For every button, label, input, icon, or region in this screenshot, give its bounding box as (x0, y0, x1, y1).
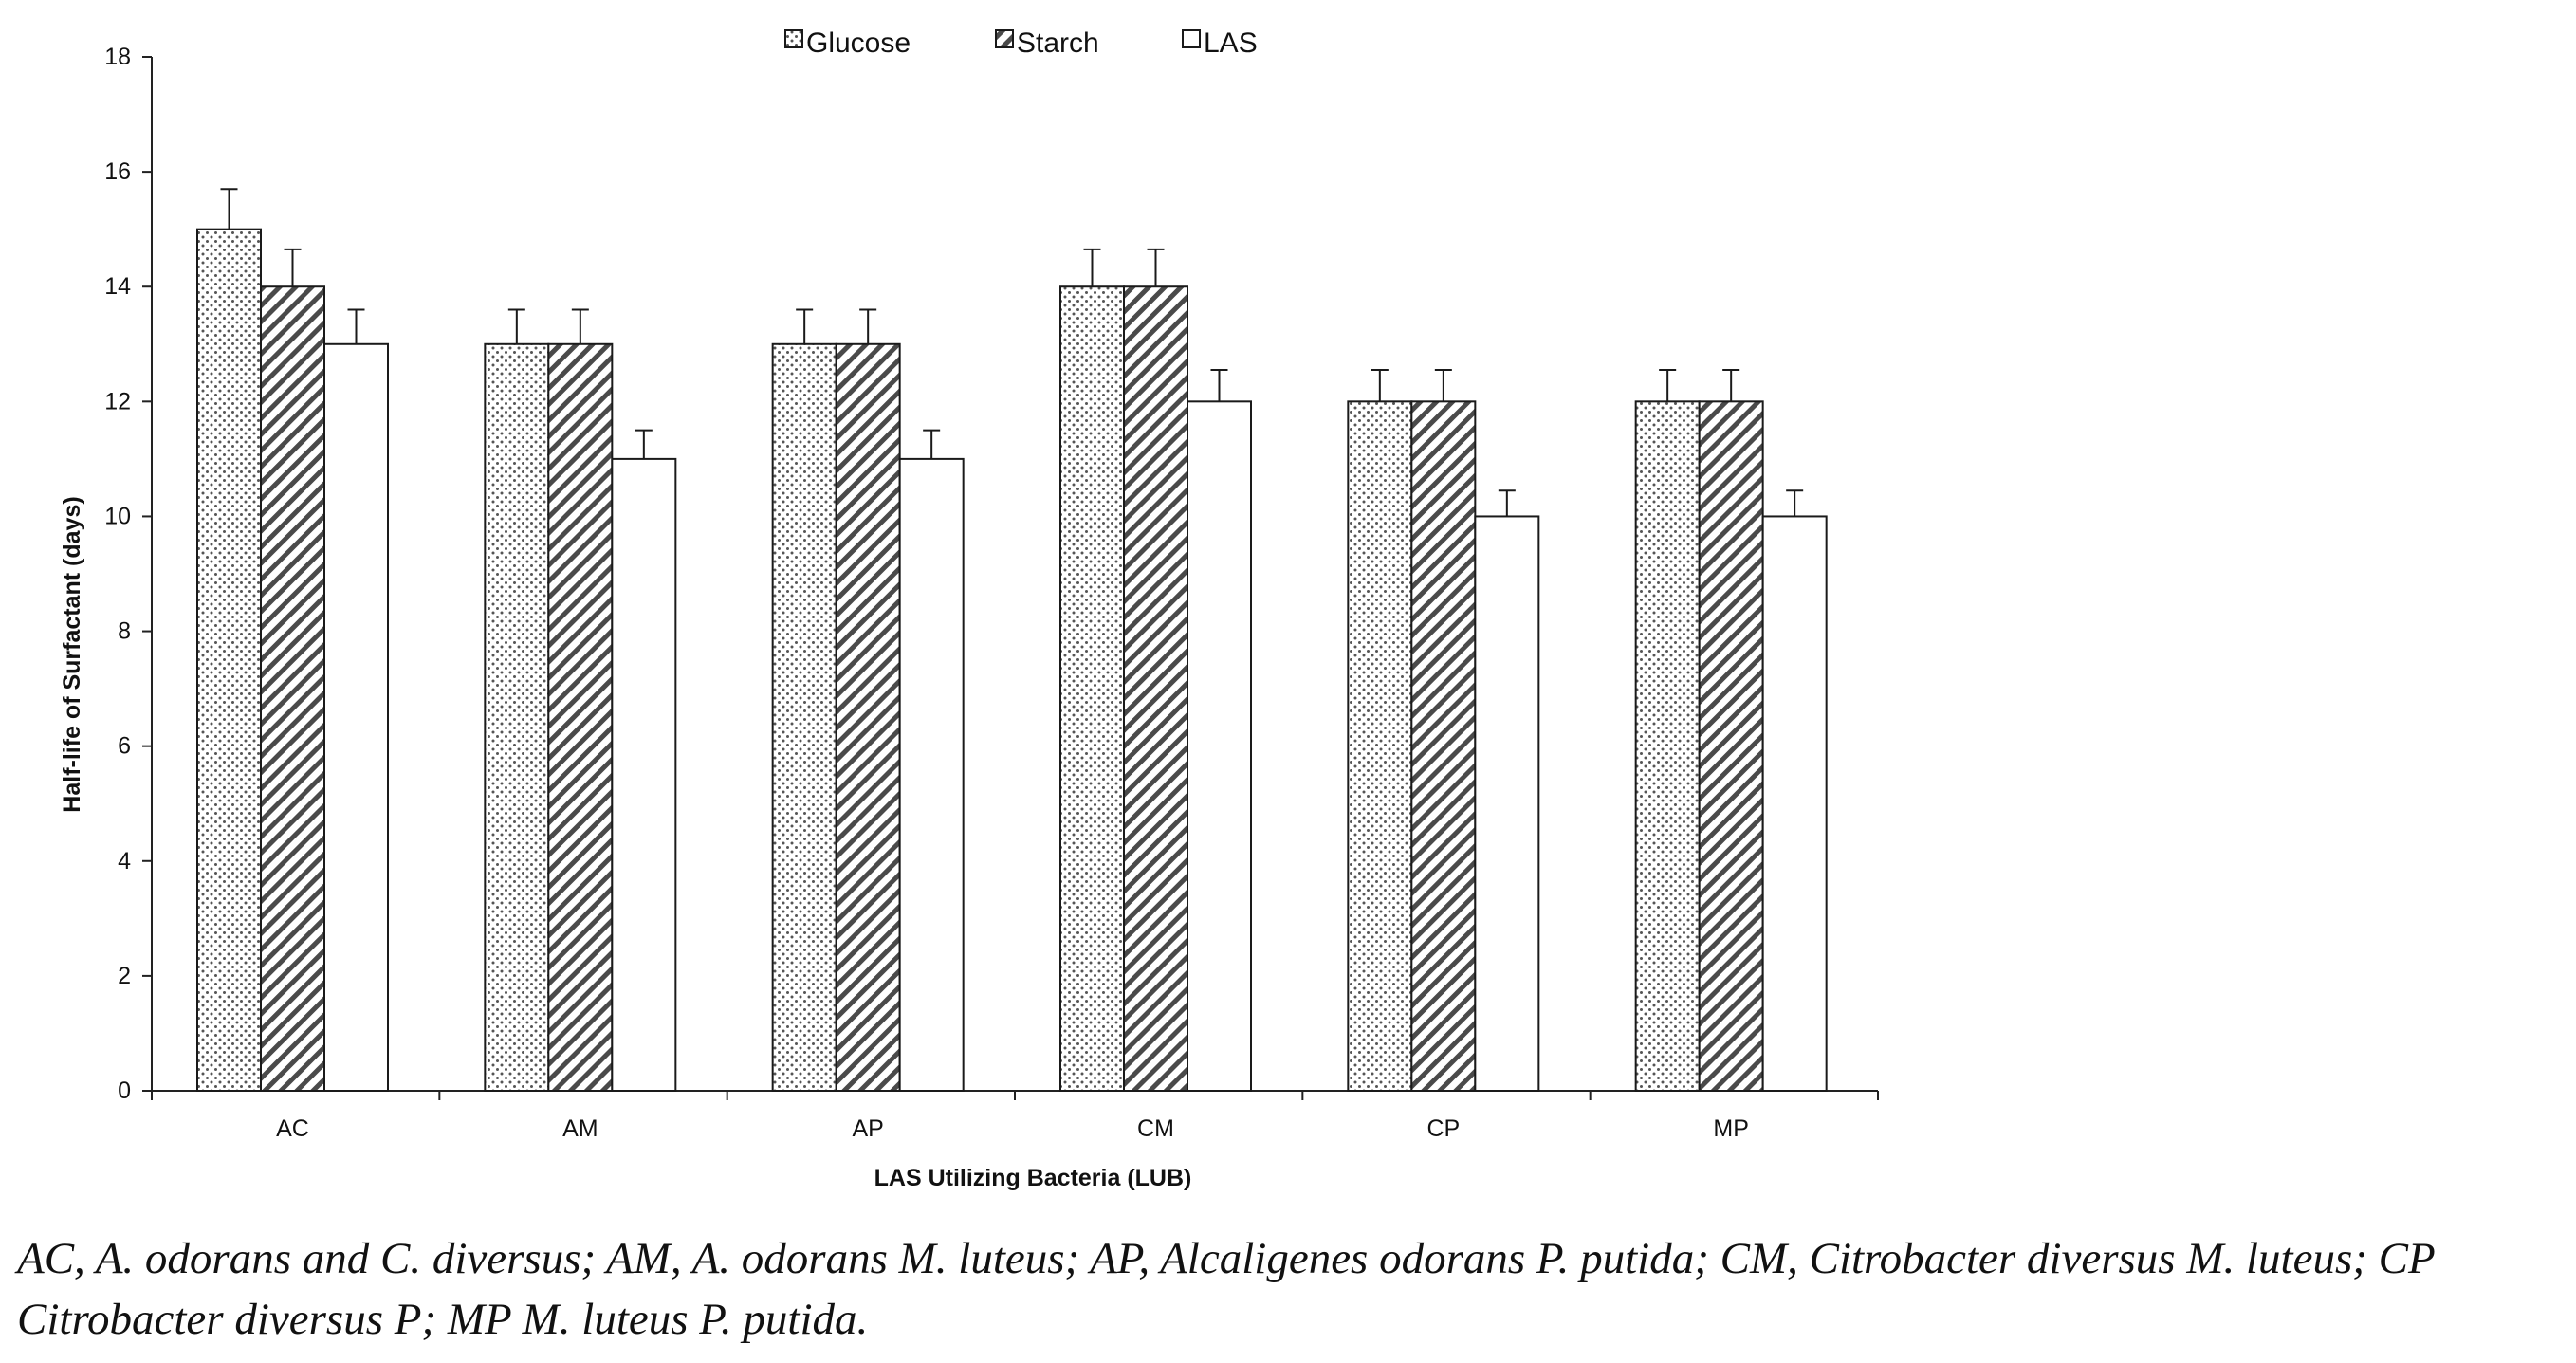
bar-starch-ac (260, 285, 325, 1092)
y-tick-label: 10 (104, 503, 131, 529)
legend-swatch-starch (995, 29, 1014, 48)
bar-starch-ap (835, 342, 901, 1092)
bar-starch-mp (1698, 400, 1764, 1093)
legend-label-las: LAS (1204, 28, 1258, 59)
x-tick-label-am: AM (562, 1115, 598, 1142)
axes: 0 2 4 6 8 10 12 14 16 18 (104, 44, 1879, 1104)
bar-glucose-ap (771, 342, 837, 1092)
y-tick-label: 2 (118, 963, 131, 989)
bar-starch-cm (1123, 285, 1188, 1092)
x-tick-label-ac: AC (276, 1115, 309, 1142)
legend: Glucose Starch LAS (784, 28, 1258, 59)
legend-swatch-las (1182, 29, 1201, 48)
bar-las-am (611, 457, 677, 1092)
x-tick-label-mp: MP (1713, 1115, 1749, 1142)
bar-las-mp (1761, 515, 1828, 1092)
bar-las-ap (898, 457, 965, 1092)
bar-glucose-mp (1634, 400, 1701, 1093)
bars (196, 228, 1828, 1093)
bar-las-cm (1187, 400, 1252, 1093)
x-tick-label-cp: CP (1426, 1115, 1460, 1142)
y-tick-label: 0 (118, 1078, 131, 1104)
y-tick-label: 6 (118, 733, 131, 760)
bar-glucose-cp (1347, 400, 1413, 1093)
x-tick-labels: AC AM AP CM CP MP (276, 1115, 1749, 1142)
bar-glucose-cm (1059, 285, 1125, 1092)
legend-swatch-glucose (784, 29, 803, 48)
x-axis-title: LAS Utilizing Bacteria (LUB) (874, 1165, 1192, 1191)
error-bars (220, 188, 1804, 517)
y-tick-label: 8 (118, 618, 131, 645)
legend-item-glucose: Glucose (784, 28, 911, 59)
bar-starch-cp (1410, 400, 1477, 1093)
bar-las-cp (1474, 515, 1540, 1092)
y-tick-label: 4 (118, 848, 131, 875)
y-tick-label: 16 (104, 158, 131, 185)
bar-starch-am (547, 342, 614, 1092)
y-tick-label: 12 (104, 388, 131, 414)
legend-label-starch: Starch (1017, 28, 1099, 59)
y-tick-label: 18 (104, 44, 131, 70)
bar-glucose-am (484, 342, 550, 1092)
legend-item-starch: Starch (995, 28, 1099, 59)
bar-glucose-ac (196, 228, 262, 1092)
y-axis-title: Half-life of Surfactant (days) (59, 496, 85, 812)
x-tick-label-ap: AP (852, 1115, 883, 1142)
legend-label-glucose: Glucose (806, 28, 911, 59)
x-tick-label-cm: CM (1137, 1115, 1174, 1142)
y-tick-label: 14 (104, 273, 131, 300)
bar-las-ac (323, 342, 389, 1092)
legend-item-las: LAS (1182, 28, 1258, 59)
figure-caption: AC, A. odorans and C. diversus; AM, A. o… (17, 1234, 2435, 1344)
